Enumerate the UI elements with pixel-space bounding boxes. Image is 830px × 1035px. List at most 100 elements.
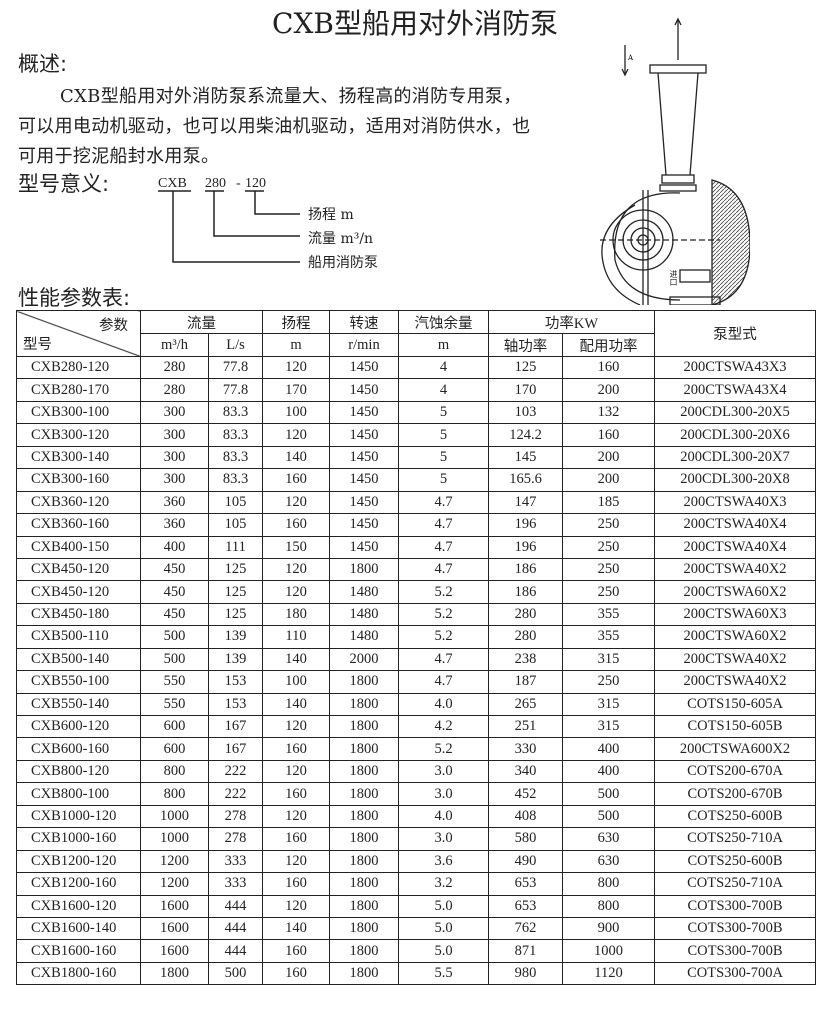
cell-npsh: 4.7 [398, 513, 489, 537]
cell-head: 140 [262, 647, 330, 672]
cell-speed: 1450 [329, 513, 399, 537]
cell-shaft-power: 330 [488, 737, 563, 761]
cell-flow-m3h: 450 [140, 557, 209, 582]
cell-flow-m3h: 800 [140, 759, 209, 784]
cell-speed: 1800 [329, 557, 399, 582]
cell-flow-ls: 222 [208, 759, 263, 784]
cell-model: CXB280-120 [16, 355, 141, 380]
cell-speed: 1800 [329, 714, 399, 739]
cell-shaft-power: 187 [488, 670, 563, 694]
cell-shaft-power: 165.6 [488, 468, 563, 492]
table-row: CXB800-100 800 222 160 1800 3.0 452 500 COTS200-… [16, 782, 816, 806]
cell-npsh: 4.7 [398, 647, 489, 672]
header-param-model: 参数 型号 [16, 310, 141, 357]
cell-rated-power: 250 [562, 580, 655, 604]
cell-speed: 1800 [329, 827, 399, 851]
cell-flow-ls: 139 [208, 647, 263, 672]
cell-head: 160 [262, 782, 330, 806]
table-row: CXB1600-160 1600 444 160 1800 5.0 871 1000 COTS3… [16, 939, 816, 963]
arrow-label-a: A [627, 54, 634, 62]
cell-shaft-power: 238 [488, 647, 563, 672]
cell-speed: 1450 [329, 445, 399, 470]
cell-shaft-power: 653 [488, 894, 563, 918]
cell-flow-ls: 153 [208, 670, 263, 694]
table-row: CXB550-140 550 153 140 1800 4.0 265 315 COTS150-… [16, 692, 816, 717]
cell-flow-m3h: 400 [140, 535, 209, 559]
table-row: CXB360-120 360 105 120 1450 4.7 147 185 200CTSWA… [16, 490, 816, 515]
cell-model: CXB1200-120 [16, 849, 141, 874]
cell-model: CXB450-120 [16, 580, 141, 604]
cell-flow-m3h: 280 [140, 355, 209, 380]
cell-rated-power: 185 [562, 490, 655, 515]
overview-heading: 概述: [18, 52, 68, 76]
table-row: CXB1200-160 1200 333 160 1800 3.2 653 800 COTS25… [16, 872, 816, 896]
cell-shaft-power: 103 [488, 400, 563, 425]
cell-flow-m3h: 1200 [140, 849, 209, 874]
cell-flow-m3h: 280 [140, 378, 209, 402]
cell-flow-ls: 83.3 [208, 468, 263, 492]
cell-rated-power: 400 [562, 759, 655, 784]
cell-shaft-power: 196 [488, 535, 563, 559]
cell-speed: 1450 [329, 378, 399, 402]
cell-pump-type: 200CTSWA40X4 [654, 513, 816, 537]
cell-pump-type: 200CDL300-20X5 [654, 400, 816, 425]
table-row: CXB550-100 550 153 100 1800 4.7 187 250 200CTSWA… [16, 670, 816, 694]
cell-pump-type: COTS300-700B [654, 939, 816, 963]
legend-flow: 流量 m³/n [308, 231, 374, 247]
cell-model: CXB280-170 [16, 378, 141, 402]
cell-head: 160 [262, 827, 330, 851]
cell-flow-m3h: 450 [140, 602, 209, 627]
table-row: CXB280-120 280 77.8 120 1450 4 125 160 200CTSWA4… [16, 355, 816, 380]
header-speed: 转速 [329, 310, 399, 334]
code-dash: - [236, 176, 241, 191]
cell-shaft-power: 145 [488, 445, 563, 470]
header-shaft-power: 轴功率 [488, 333, 563, 357]
cell-model: CXB400-150 [16, 535, 141, 559]
cell-flow-m3h: 1600 [140, 939, 209, 963]
cell-shaft-power: 186 [488, 580, 563, 604]
cell-pump-type: COTS250-600B [654, 849, 816, 874]
cell-flow-m3h: 1000 [140, 804, 209, 829]
cell-head: 140 [262, 692, 330, 717]
cell-pump-type: 200CDL300-20X8 [654, 468, 816, 492]
cell-flow-m3h: 300 [140, 400, 209, 425]
cell-pump-type: 200CTSWA40X2 [654, 647, 816, 672]
cell-pump-type: COTS300-700B [654, 916, 816, 941]
cell-shaft-power: 452 [488, 782, 563, 806]
cell-rated-power: 400 [562, 737, 655, 761]
cell-speed: 1800 [329, 804, 399, 829]
cell-speed: 1800 [329, 939, 399, 963]
cell-model: CXB500-140 [16, 647, 141, 672]
cell-speed: 1450 [329, 400, 399, 425]
cell-rated-power: 250 [562, 535, 655, 559]
header-flow: 流量 [140, 310, 263, 334]
cell-pump-type: 200CTSWA60X2 [654, 580, 816, 604]
cell-npsh: 5.2 [398, 580, 489, 604]
cell-head: 180 [262, 602, 330, 627]
cell-flow-m3h: 360 [140, 490, 209, 515]
cell-flow-ls: 105 [208, 490, 263, 515]
cell-head: 140 [262, 445, 330, 470]
cell-flow-m3h: 500 [140, 647, 209, 672]
cell-flow-m3h: 600 [140, 714, 209, 739]
cell-rated-power: 200 [562, 378, 655, 402]
cell-npsh: 5.2 [398, 737, 489, 761]
cell-pump-type: COTS300-700A [654, 961, 816, 986]
table-row: CXB360-160 360 105 160 1450 4.7 196 250 200CTSWA… [16, 513, 816, 537]
cell-flow-m3h: 1200 [140, 872, 209, 896]
cell-model: CXB1200-160 [16, 872, 141, 896]
cell-flow-ls: 153 [208, 692, 263, 717]
cell-head: 100 [262, 400, 330, 425]
cell-model: CXB600-120 [16, 714, 141, 739]
cell-npsh: 5 [398, 400, 489, 425]
cell-head: 160 [262, 939, 330, 963]
cell-flow-m3h: 600 [140, 737, 209, 761]
cell-flow-m3h: 300 [140, 445, 209, 470]
cell-model: CXB1600-160 [16, 939, 141, 963]
cell-speed: 1480 [329, 625, 399, 649]
cell-shaft-power: 340 [488, 759, 563, 784]
cell-model: CXB1600-140 [16, 916, 141, 941]
overview-text: CXB型船用对外消防泵系流量大、扬程高的消防专用泵，可以用电动机驱动，也可以用柴… [18, 86, 531, 167]
table-row: CXB450-120 450 125 120 1800 4.7 186 250 200CTSWA… [16, 557, 816, 582]
cell-speed: 1450 [329, 535, 399, 559]
